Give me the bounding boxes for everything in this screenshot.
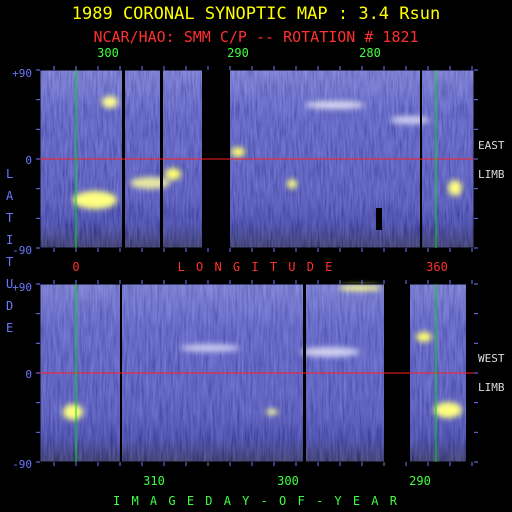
limb-labels: EAST LIMB WEST LIMB <box>478 139 505 394</box>
top-axis-labels: 300 290 280 <box>97 46 381 60</box>
axis-ticks <box>36 66 478 466</box>
day-of-year-axis-title: I M A G E D A Y - O F - Y E A R <box>113 494 399 508</box>
west-label: WEST <box>478 352 505 365</box>
tick-label-0-top: 0 <box>25 154 32 167</box>
chart-subtitle: NCAR/HAO: SMM C/P -- ROTATION # 1821 <box>93 28 419 46</box>
tick-label-minus90-bot: -90 <box>12 458 32 471</box>
longitude-axis-title: L O N G I T U D E <box>178 260 335 274</box>
bottom-axis-labels: 310 300 290 I M A G E D A Y - O F - Y E … <box>113 474 431 508</box>
east-label: EAST <box>478 139 505 152</box>
tick-label-0-lon: 0 <box>72 260 79 274</box>
limb-label-top: LIMB <box>478 168 505 181</box>
tick-label-290: 290 <box>227 46 249 60</box>
longitude-axis: 0 360 L O N G I T U D E <box>72 260 447 274</box>
tick-label-360-lon: 360 <box>426 260 448 274</box>
chart-title: 1989 CORONAL SYNOPTIC MAP : 3.4 Rsun <box>71 4 441 24</box>
limb-label-bot: LIMB <box>478 381 505 394</box>
tick-label-300: 300 <box>97 46 119 60</box>
tick-label-290-doy: 290 <box>409 474 431 488</box>
tick-label-plus90-top: +90 <box>12 67 32 80</box>
equator-lines <box>40 158 474 374</box>
tick-label-plus90-bot: +90 <box>12 281 32 294</box>
bright-streamer-features <box>63 285 462 420</box>
tick-label-minus90-top: -90 <box>12 244 32 257</box>
latitude-tick-labels: +90 0 -90 +90 0 -90 <box>12 67 32 471</box>
tick-label-310: 310 <box>143 474 165 488</box>
tick-label-0-bot: 0 <box>25 368 32 381</box>
tick-label-300-doy: 300 <box>277 474 299 488</box>
tick-label-280: 280 <box>359 46 381 60</box>
meridian-lines <box>75 70 437 462</box>
